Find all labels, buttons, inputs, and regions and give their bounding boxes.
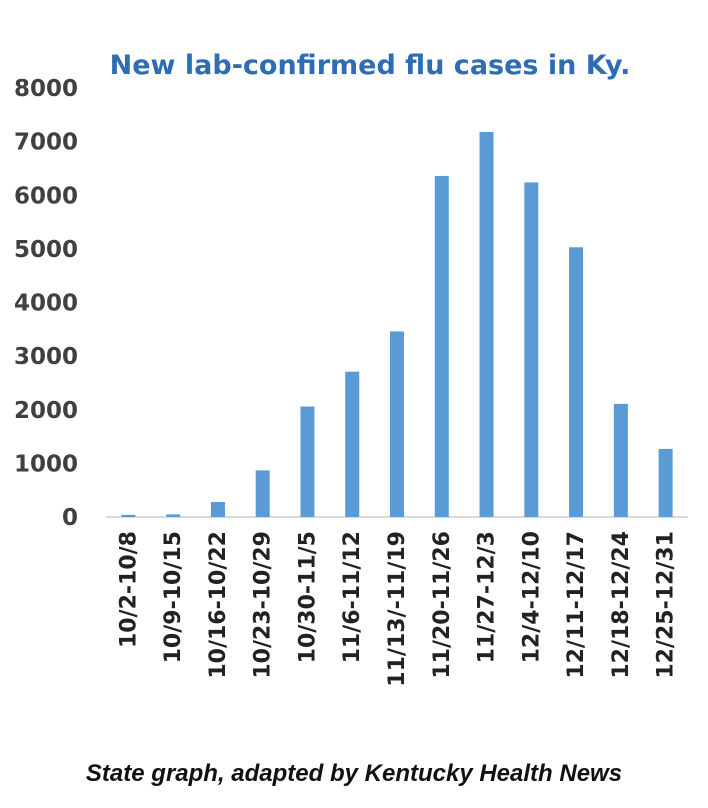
chart-title: New lab-confirmed flu cases in Ky. <box>110 50 631 81</box>
x-tick-label: 10/2-10/8 <box>116 531 141 648</box>
bar <box>300 406 315 517</box>
x-tick-label: 12/4-12/10 <box>519 531 544 663</box>
bar <box>479 131 494 517</box>
x-tick-label: 10/23-10/29 <box>251 531 276 679</box>
y-tick-label: 0 <box>62 505 78 531</box>
bars <box>121 131 673 518</box>
y-tick-label: 6000 <box>14 183 78 209</box>
x-tick-label: 10/9-10/15 <box>161 531 186 663</box>
y-tick-label: 2000 <box>14 398 78 424</box>
bar <box>658 448 673 517</box>
y-tick-label: 3000 <box>14 344 78 370</box>
bar <box>166 514 181 517</box>
bar <box>255 470 270 517</box>
y-tick-label: 4000 <box>14 291 78 317</box>
x-tick-label: 11/20-11/26 <box>430 531 455 679</box>
x-tick-label: 12/11-12/17 <box>564 531 589 679</box>
x-axis: 10/2-10/8 10/9-10/15 10/16-10/22 10/23-10/2… <box>116 531 678 687</box>
bar <box>434 175 449 517</box>
bar <box>524 182 539 517</box>
caption: State graph, adapted by Kentucky Health … <box>85 760 623 787</box>
x-tick-label: 11/27-12/3 <box>475 531 500 663</box>
x-tick-label: 11/6-11/12 <box>340 531 365 663</box>
bar <box>613 403 628 517</box>
x-tick-label: 11/13/-11/19 <box>385 531 410 687</box>
bar <box>569 247 584 518</box>
y-axis: 0 1000 2000 3000 4000 5000 6000 7000 8000 <box>14 76 78 531</box>
bar-chart: New lab-confirmed flu cases in Ky. 0 1000… <box>14 50 688 687</box>
x-tick-label: 10/16-10/22 <box>206 531 231 679</box>
x-tick-label: 12/25-12/31 <box>654 531 679 679</box>
y-tick-label: 5000 <box>14 237 78 263</box>
bar <box>210 501 225 517</box>
x-tick-label: 12/18-12/24 <box>609 531 634 679</box>
y-tick-label: 7000 <box>14 130 78 156</box>
y-tick-label: 8000 <box>14 76 78 102</box>
x-tick-label: 10/30-11/5 <box>295 531 320 663</box>
bar <box>121 514 136 517</box>
y-tick-label: 1000 <box>14 451 78 477</box>
bar <box>390 331 404 517</box>
bar <box>345 371 360 517</box>
